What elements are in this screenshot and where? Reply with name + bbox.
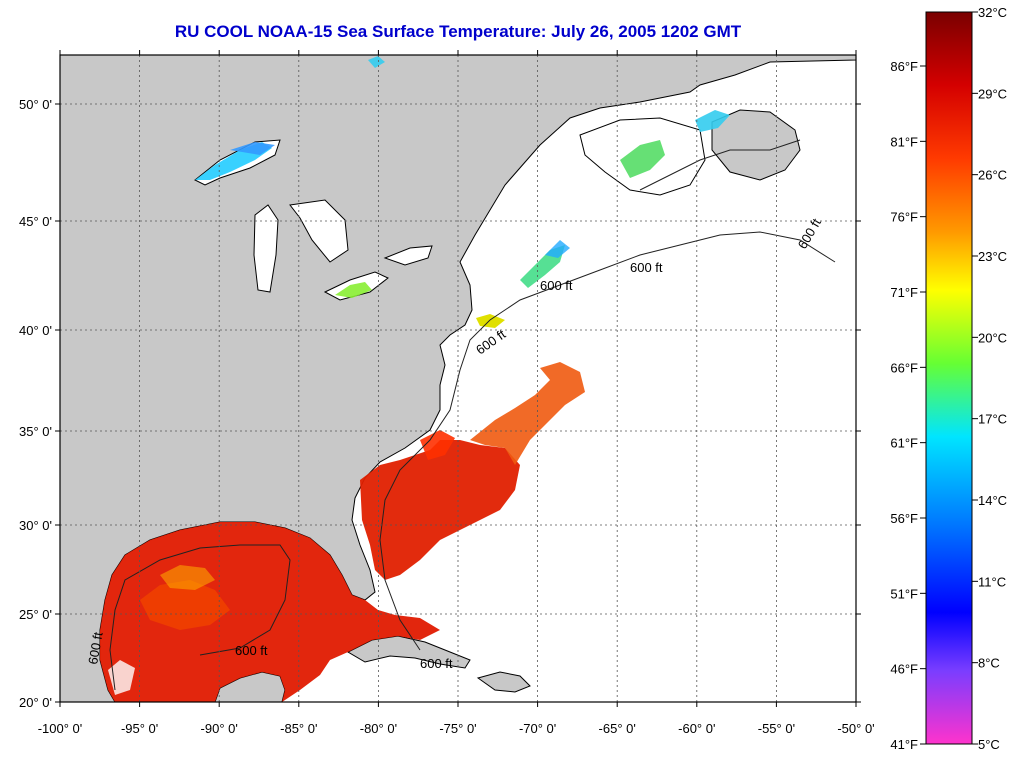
colorbar-celsius-label: 23°C <box>978 249 1007 264</box>
contour-label: 600 ft <box>85 631 105 666</box>
longitude-tick-label: -100° 0' <box>38 721 83 736</box>
longitude-tick-label: -80° 0' <box>360 721 397 736</box>
colorbar-fahrenheit-label: 81°F <box>890 134 918 149</box>
longitude-tick-label: -55° 0' <box>758 721 795 736</box>
colorbar-fahrenheit-label: 41°F <box>890 737 918 752</box>
colorbar-fahrenheit-label: 61°F <box>890 436 918 451</box>
land-newfoundland <box>711 109 801 181</box>
colorbar-celsius-label: 11°C <box>978 574 1006 589</box>
colorbar-fahrenheit-label: 76°F <box>890 210 918 225</box>
contour-label: 600 ft <box>420 656 453 671</box>
land-hispaniola <box>476 671 531 693</box>
longitude-tick-label: -95° 0' <box>121 721 158 736</box>
contour-label: 600 ft <box>235 643 268 658</box>
longitude-tick-label: -90° 0' <box>201 721 238 736</box>
colorbar-labels: 32°C 29°C 26°C 23°C 20°C 17°C 14°C 11°C 8°C 5°C 86… <box>890 5 1007 752</box>
longitude-tick-label: -75° 0' <box>439 721 476 736</box>
colorbar-fahrenheit-label: 71°F <box>890 285 918 300</box>
lake-ontario <box>383 245 433 266</box>
colorbar-celsius-label: 32°C <box>978 5 1007 20</box>
colorbar-celsius-label: 20°C <box>978 330 1007 345</box>
sst-data <box>100 56 730 702</box>
latitude-tick-label: 20° 0' <box>19 695 52 710</box>
colorbar-fahrenheit-label: 66°F <box>890 360 918 375</box>
latitude-tick-label: 25° 0' <box>19 607 52 622</box>
lake-michigan <box>253 204 279 293</box>
longitude-tick-label: -65° 0' <box>599 721 636 736</box>
colorbar-celsius-label: 17°C <box>978 412 1007 427</box>
longitude-tick-label: -60° 0' <box>678 721 715 736</box>
map-area <box>60 55 856 702</box>
latitude-tick-label: 45° 0' <box>19 214 52 229</box>
colorbar-fahrenheit-label: 51°F <box>890 586 918 601</box>
longitude-tick-labels: -100° 0' -95° 0' -90° 0' -85° 0' -80° 0' -75°… <box>38 721 875 736</box>
latitude-tick-label: 40° 0' <box>19 323 52 338</box>
colorbar-fahrenheit-label: 86°F <box>890 59 918 74</box>
latitude-tick-label: 35° 0' <box>19 424 52 439</box>
colorbar-celsius-label: 8°C <box>978 656 1000 671</box>
map-frame <box>59 54 857 703</box>
colorbar <box>925 11 973 745</box>
latitude-tick-label: 30° 0' <box>19 518 52 533</box>
colorbar-celsius-label: 26°C <box>978 168 1007 183</box>
contour-label: 600 ft <box>540 278 573 293</box>
colorbar-celsius-label: 29°C <box>978 86 1007 101</box>
land-cuba <box>346 635 471 669</box>
longitude-tick-label: -50° 0' <box>837 721 874 736</box>
contour-label: 600 ft <box>630 260 663 275</box>
latitude-tick-labels: 50° 0' 45° 0' 40° 0' 35° 0' 30° 0' 25° 0' 20° … <box>19 97 52 710</box>
longitude-tick-label: -85° 0' <box>280 721 317 736</box>
colorbar-fahrenheit-label: 46°F <box>890 662 918 677</box>
latitude-tick-label: 50° 0' <box>19 97 52 112</box>
colorbar-celsius-label: 5°C <box>978 737 1000 752</box>
colorbar-celsius-label: 14°C <box>978 493 1007 508</box>
lake-huron <box>289 199 349 263</box>
map-title: RU COOL NOAA-15 Sea Surface Temperature:… <box>174 22 742 41</box>
colorbar-fahrenheit-label: 56°F <box>890 511 918 526</box>
longitude-tick-label: -70° 0' <box>519 721 556 736</box>
graticule <box>55 50 861 707</box>
